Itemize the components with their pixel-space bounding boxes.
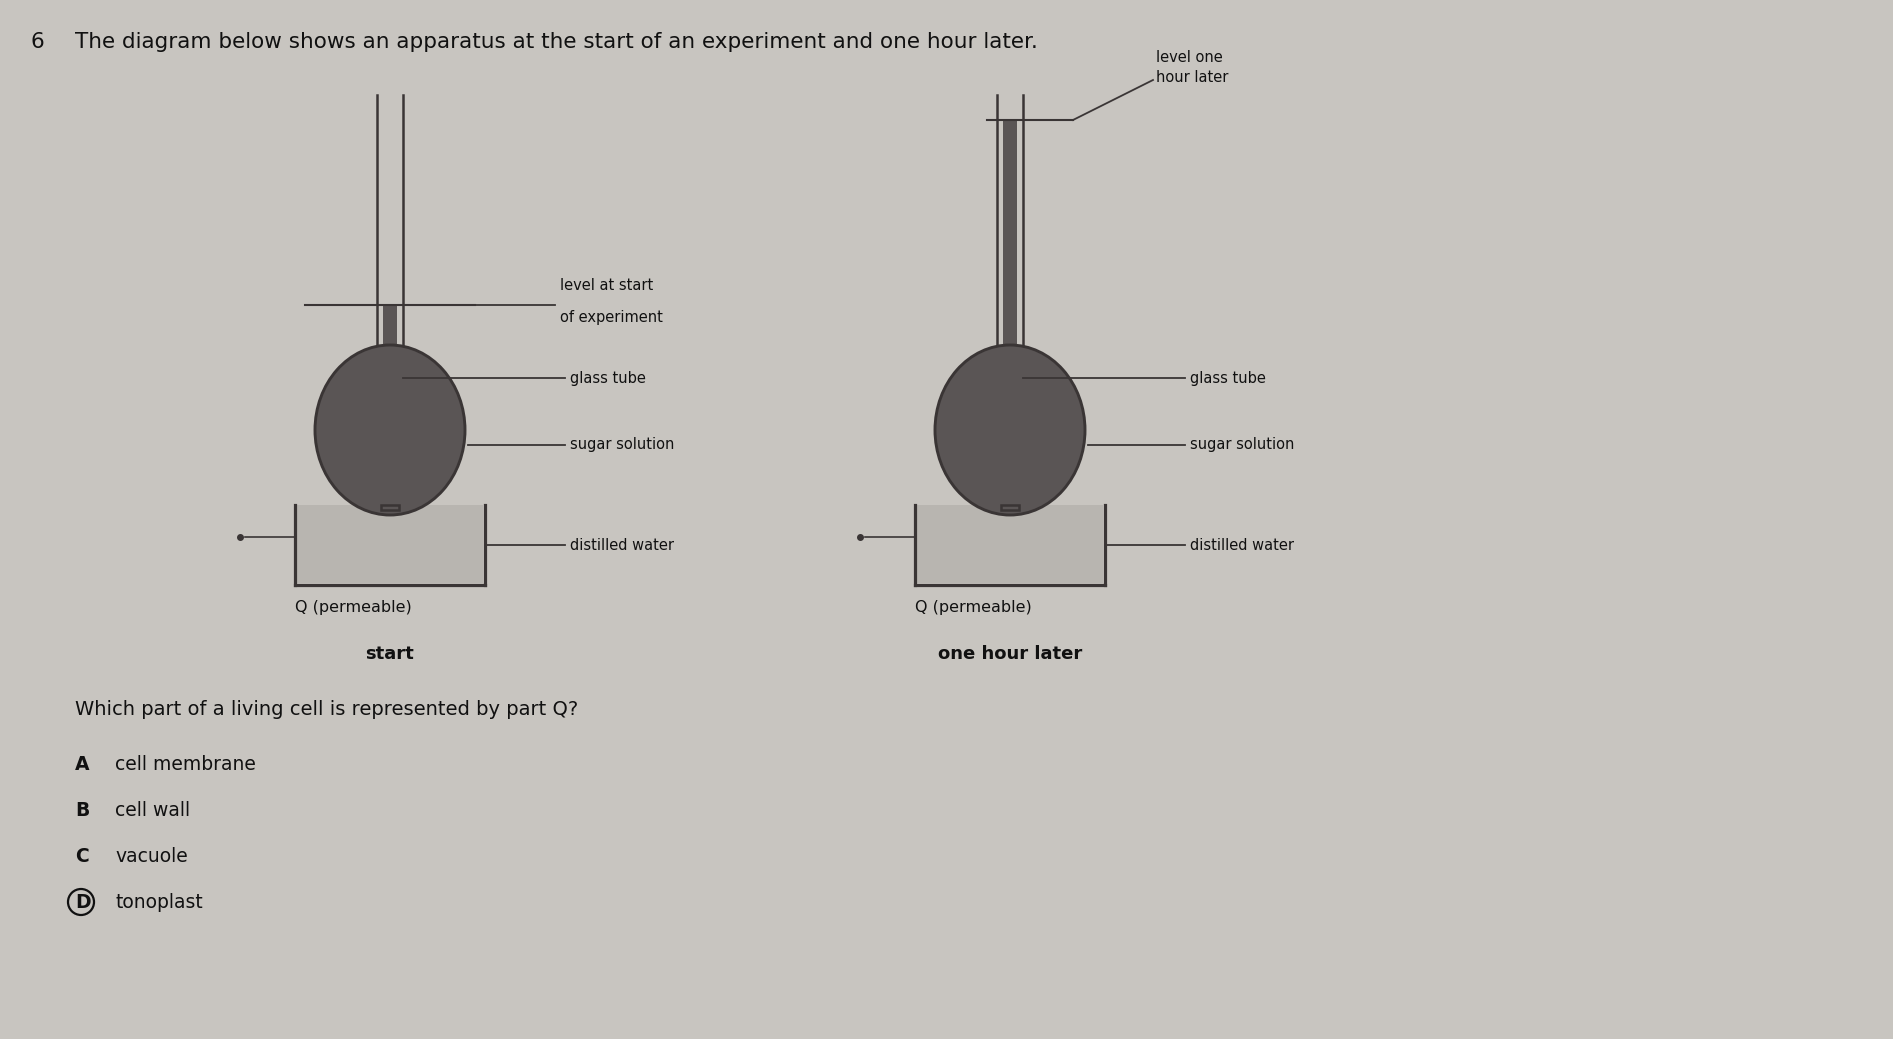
- Text: D: D: [76, 893, 91, 912]
- Text: sugar solution: sugar solution: [570, 437, 674, 453]
- Polygon shape: [916, 505, 1104, 583]
- Polygon shape: [297, 505, 483, 583]
- Text: Q (permeable): Q (permeable): [914, 600, 1032, 615]
- Polygon shape: [382, 305, 398, 350]
- Ellipse shape: [935, 345, 1085, 515]
- Text: vacuole: vacuole: [115, 847, 187, 865]
- Text: A: A: [76, 755, 89, 774]
- Text: glass tube: glass tube: [1191, 371, 1266, 385]
- Text: Q (permeable): Q (permeable): [295, 600, 413, 615]
- Polygon shape: [380, 505, 399, 510]
- Text: B: B: [76, 801, 89, 820]
- Text: of experiment: of experiment: [560, 310, 663, 325]
- Text: one hour later: one hour later: [937, 645, 1083, 663]
- Polygon shape: [1003, 119, 1017, 350]
- Text: distilled water: distilled water: [570, 537, 674, 553]
- Text: start: start: [365, 645, 415, 663]
- Text: 6: 6: [30, 32, 44, 52]
- Text: glass tube: glass tube: [570, 371, 646, 385]
- Text: distilled water: distilled water: [1191, 537, 1295, 553]
- Text: cell wall: cell wall: [115, 801, 189, 820]
- Text: hour later: hour later: [1157, 70, 1229, 85]
- Text: level one: level one: [1157, 50, 1223, 65]
- Text: C: C: [76, 847, 89, 865]
- Text: tonoplast: tonoplast: [115, 893, 203, 912]
- Text: Which part of a living cell is represented by part Q?: Which part of a living cell is represent…: [76, 700, 577, 719]
- Polygon shape: [1001, 505, 1018, 510]
- Text: cell membrane: cell membrane: [115, 755, 256, 774]
- Text: level at start: level at start: [560, 278, 653, 293]
- Text: sugar solution: sugar solution: [1191, 437, 1295, 453]
- Text: The diagram below shows an apparatus at the start of an experiment and one hour : The diagram below shows an apparatus at …: [76, 32, 1037, 52]
- Ellipse shape: [314, 345, 466, 515]
